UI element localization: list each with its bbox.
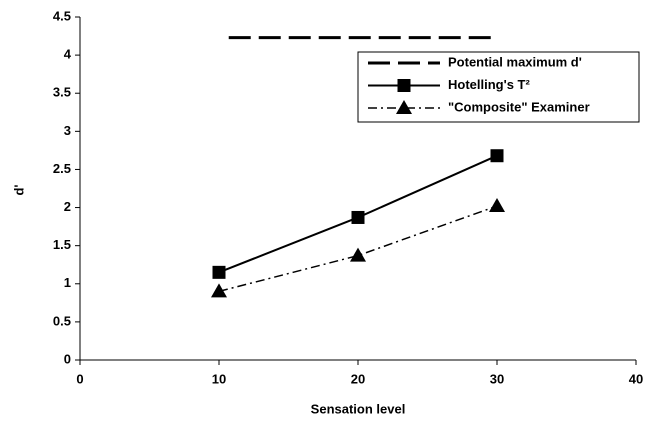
legend-label: Hotelling's T² xyxy=(448,77,530,92)
y-tick-label: 1 xyxy=(64,275,71,290)
x-tick-label: 0 xyxy=(76,371,83,386)
y-tick-label: 2.5 xyxy=(53,161,71,176)
marker xyxy=(211,283,227,298)
legend-label: Potential maximum d' xyxy=(448,54,582,69)
y-tick-label: 2 xyxy=(64,199,71,214)
y-tick-label: 0.5 xyxy=(53,313,71,328)
x-tick-label: 30 xyxy=(490,371,504,386)
series-line xyxy=(218,205,498,293)
y-tick-label: 1.5 xyxy=(53,237,71,252)
y-tick-label: 4.5 xyxy=(53,8,71,23)
marker xyxy=(350,247,366,262)
marker xyxy=(490,149,504,163)
legend-marker xyxy=(396,100,412,114)
y-tick-label: 0 xyxy=(64,351,71,366)
marker xyxy=(212,265,226,279)
legend-marker xyxy=(397,79,411,92)
y-tick-label: 3 xyxy=(64,123,71,138)
marker xyxy=(489,198,505,213)
x-tick-label: 40 xyxy=(629,371,643,386)
marker xyxy=(351,210,365,224)
x-axis-label: Sensation level xyxy=(311,401,406,416)
y-axis-label: d' xyxy=(11,184,26,195)
x-tick-label: 20 xyxy=(351,371,365,386)
y-tick-label: 3.5 xyxy=(53,85,71,100)
y-tick-label: 4 xyxy=(64,47,72,62)
x-tick-label: 10 xyxy=(212,371,226,386)
legend-label: "Composite" Examiner xyxy=(448,99,590,114)
